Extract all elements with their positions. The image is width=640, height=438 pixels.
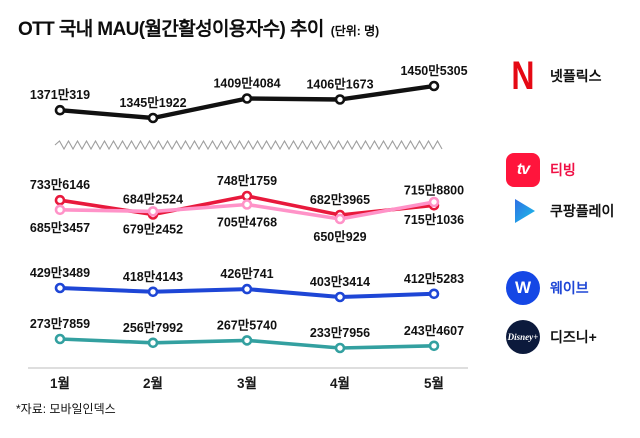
data-label: 685만3457 [30,220,90,235]
data-point [147,112,159,124]
tving-icon: tv [506,153,540,187]
data-label: 1409만4084 [213,76,280,91]
data-label: 1345만1922 [119,95,186,110]
data-point [147,337,159,349]
data-label: 684만2524 [123,192,183,207]
data-label: 650만929 [313,229,366,244]
data-label: 256만7992 [123,320,183,335]
x-tick-label: 2월 [143,375,163,391]
data-point [54,204,66,216]
data-label: 1450만5305 [400,63,467,78]
data-label: 748만1759 [217,173,277,188]
legend-item-coupang-play: 쿠팡플레이 [506,193,614,229]
legend-item-disney-plus: Disney+ 디즈니+ [506,319,597,355]
legend-label-disney-plus: 디즈니+ [550,329,597,345]
data-label: 682만3965 [310,192,370,207]
data-point [54,104,66,116]
data-point [147,286,159,298]
data-label: 705만4768 [217,215,277,230]
data-point [241,199,253,210]
data-point [241,190,253,202]
data-label: 733만6146 [30,177,90,192]
coupang-play-triangle-icon [515,199,535,223]
data-label: 418만4143 [123,269,183,284]
data-label: 715만8800 [404,182,464,197]
source-note: *자료: 모바일인덱스 [16,402,116,416]
data-point [54,333,66,345]
netflix-n-icon: N [511,59,535,93]
legend-label-coupang-play: 쿠팡플레이 [550,203,615,219]
data-label: 715만1036 [404,212,464,227]
x-tick-label: 1월 [50,375,70,391]
data-point [241,335,253,346]
data-label: 273만7859 [30,316,90,331]
data-label: 233만7956 [310,325,370,340]
data-label: 1406만1673 [306,77,373,92]
unit-note: (단위: 명) [330,24,380,38]
data-label: 1371만319 [30,87,90,102]
data-point [428,80,440,92]
data-label: 412만5283 [404,271,464,286]
data-point [334,213,346,225]
data-point [428,340,440,352]
data-label: 429만3489 [30,265,90,280]
data-label: 267만5740 [217,317,277,332]
legend-label-tving: 티빙 [550,162,576,178]
legend-item-wavve: W 웨이브 [506,270,589,306]
data-label: 426만741 [220,266,273,281]
data-point [54,194,66,206]
header: OTT 국내 MAU(월간활성이용자수) 추이 (단위: 명) [18,14,379,41]
data-point [147,206,159,217]
page-title: OTT 국내 MAU(월간활성이용자수) 추이 [18,19,324,40]
coupang-play-icon [506,194,540,228]
data-point [428,288,440,300]
x-tick-label: 4월 [330,375,350,391]
legend-label-wavve: 웨이브 [550,280,589,296]
legend-label-netflix: 넷플릭스 [550,68,602,84]
axis-break-squiggle [54,139,443,151]
disney-plus-icon: Disney+ [506,320,540,354]
x-tick-label: 3월 [237,375,257,391]
data-label: 679만2452 [123,221,183,236]
data-point [334,94,346,105]
legend: N 넷플릭스 tv 티빙 쿠팡플레이 [498,0,640,438]
wavve-icon: W [506,271,540,305]
legend-item-netflix: N 넷플릭스 [506,58,602,94]
data-point [334,342,346,354]
data-point [241,283,253,295]
data-point [241,93,253,104]
data-point [54,282,66,294]
data-point [334,291,346,303]
data-label: 403만3414 [310,274,370,289]
data-point [428,196,440,208]
legend-item-tving: tv 티빙 [506,152,576,188]
x-tick-label: 5월 [424,375,444,391]
data-label: 243만4607 [404,323,464,338]
